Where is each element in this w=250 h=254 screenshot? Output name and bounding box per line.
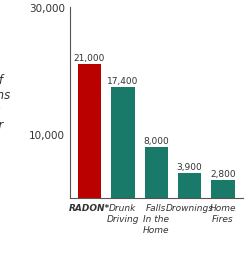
Bar <box>111 88 134 198</box>
Bar <box>78 65 101 198</box>
Y-axis label: # of
deaths
per
year: # of deaths per year <box>0 74 10 132</box>
Text: 8,000: 8,000 <box>144 137 169 146</box>
Bar <box>144 147 168 198</box>
Text: 21,000: 21,000 <box>74 54 105 63</box>
Text: 3,900: 3,900 <box>177 163 203 172</box>
Text: 2,800: 2,800 <box>210 170 236 179</box>
Bar <box>178 173 201 198</box>
Bar <box>211 180 235 198</box>
Text: 17,400: 17,400 <box>107 77 138 86</box>
